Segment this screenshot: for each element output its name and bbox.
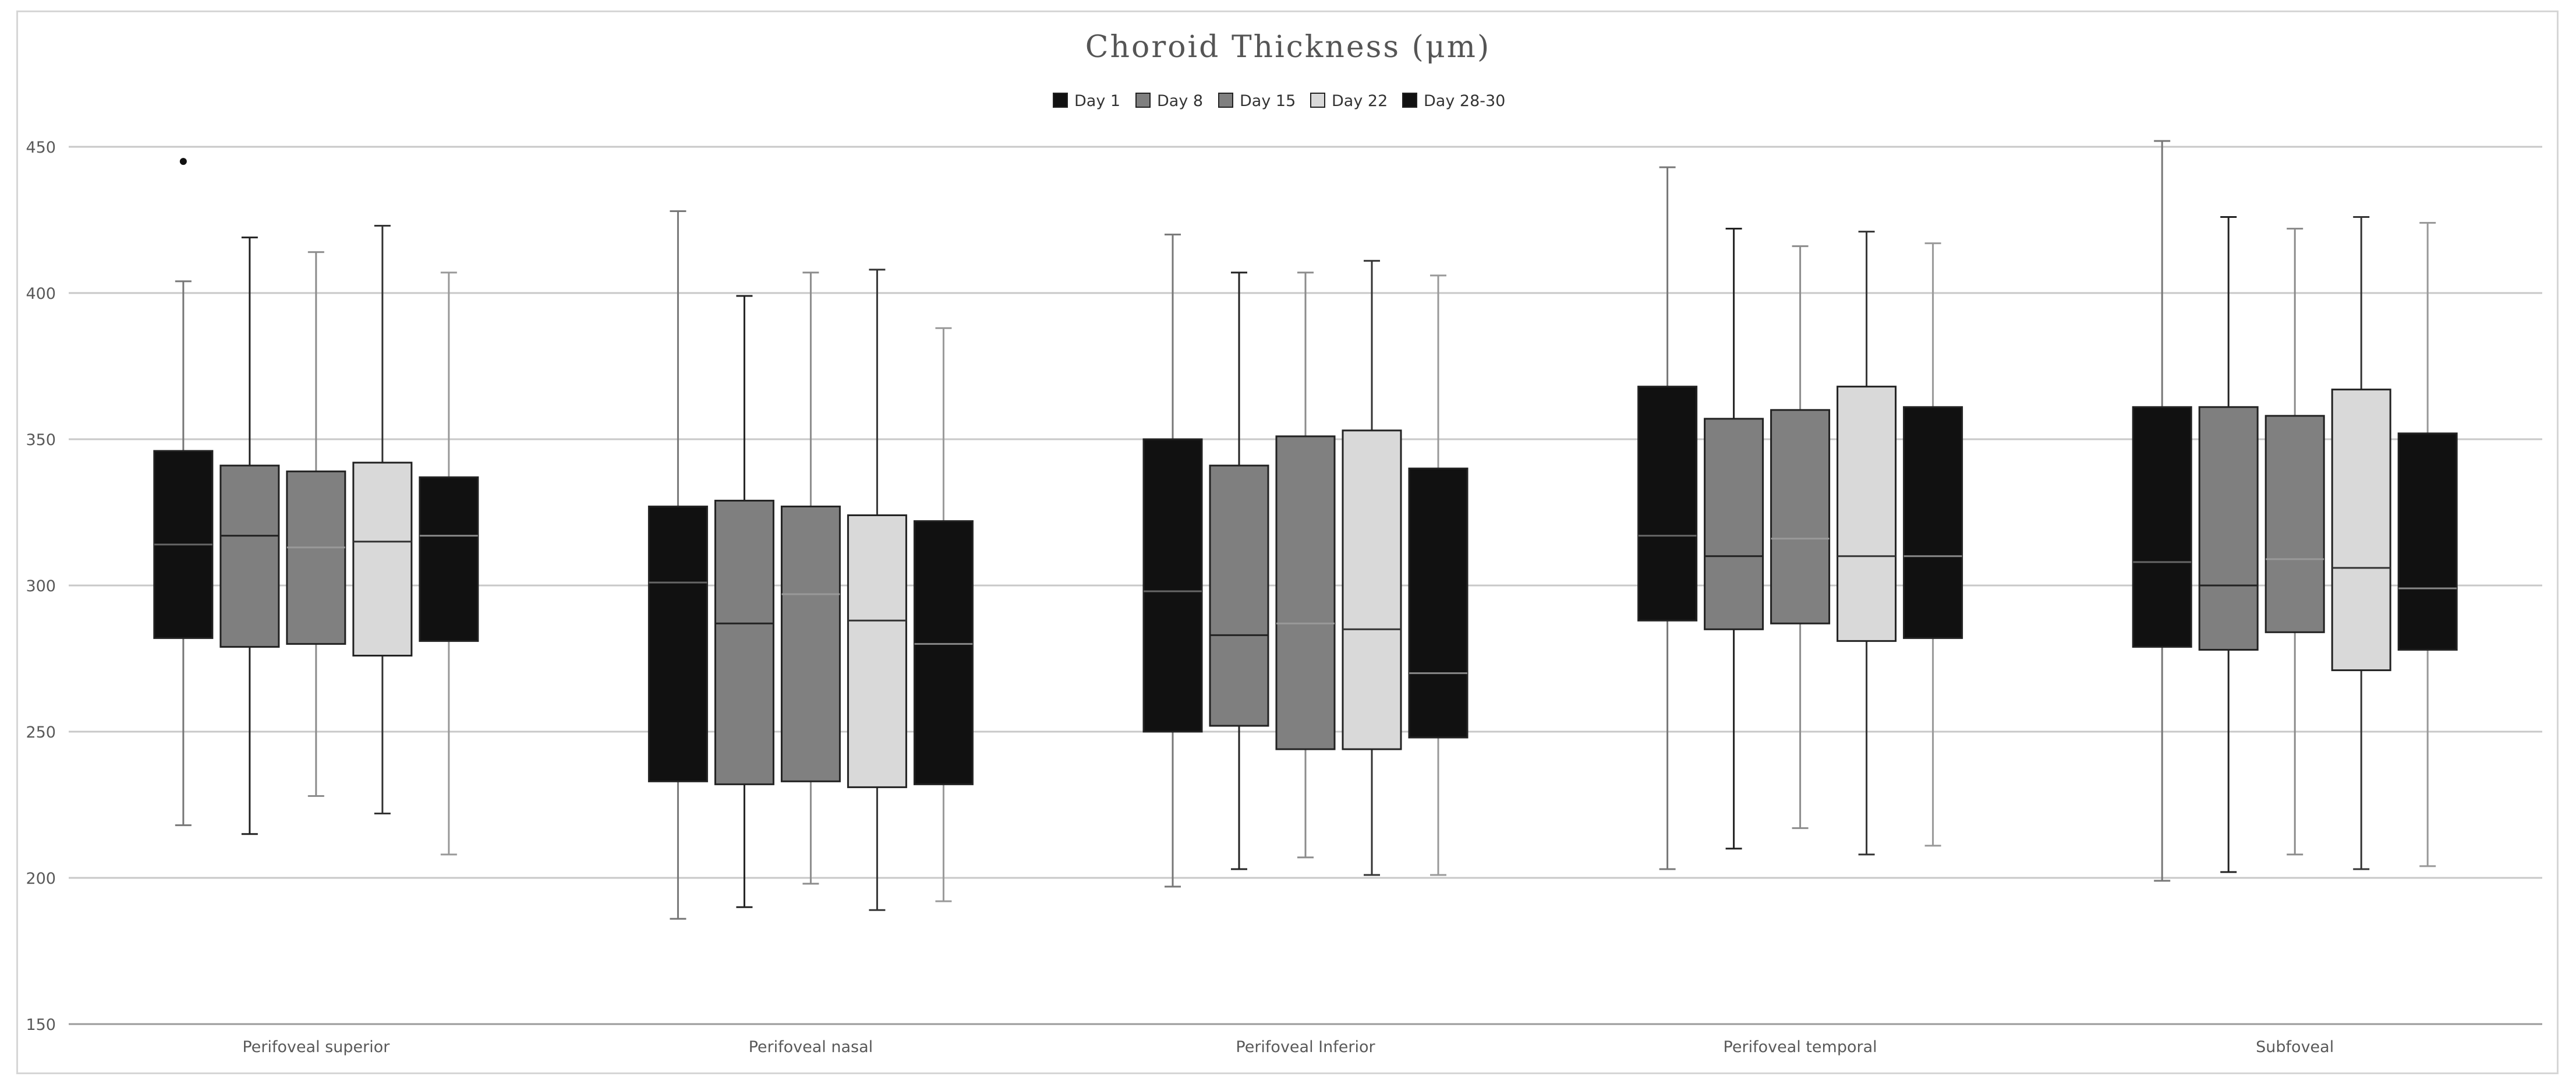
iqr-box xyxy=(1209,464,1269,727)
box-day-22-4 xyxy=(2331,216,2391,870)
x-tick-label: Perifoveal Inferior xyxy=(1236,1038,1375,1056)
box-day-15-2 xyxy=(1275,271,1336,859)
legend-label: Day 28-30 xyxy=(1424,92,1505,110)
y-tick-label-350: 350 xyxy=(26,431,56,449)
box-day-8-4 xyxy=(2198,216,2259,873)
x-tick-label: Subfoveal xyxy=(2256,1038,2334,1056)
iqr-box xyxy=(1837,386,1897,642)
box-day-28-30-1 xyxy=(913,327,974,902)
legend-label: Day 15 xyxy=(1240,92,1296,110)
box-day-22-1 xyxy=(847,269,907,911)
iqr-box xyxy=(780,505,841,782)
x-axis: Perifoveal superior Perifoveal nasal Perif… xyxy=(242,1038,2334,1056)
legend-item: Day 22 xyxy=(1310,92,1388,110)
iqr-box xyxy=(286,470,346,645)
box-day-22-3 xyxy=(1837,231,1897,856)
y-tick-label-300: 300 xyxy=(26,577,56,595)
legend-swatch xyxy=(1310,93,1325,108)
legend-item: Day 28-30 xyxy=(1402,92,1505,110)
outlier-point xyxy=(179,158,187,165)
x-tick-label: Perifoveal temporal xyxy=(1724,1038,1877,1056)
y-tick-label-200: 200 xyxy=(26,870,56,888)
box-day-8-2 xyxy=(1209,271,1269,870)
chart-title: Choroid Thickness (μm) xyxy=(1085,30,1491,65)
legend-swatch xyxy=(1402,93,1417,108)
iqr-box xyxy=(913,520,974,785)
iqr-box xyxy=(2331,389,2391,672)
box-day-1-3 xyxy=(1637,166,1698,870)
box-day-1-0 xyxy=(153,158,214,827)
box-day-8-0 xyxy=(220,237,280,835)
iqr-box xyxy=(2132,406,2192,648)
box-day-22-2 xyxy=(1342,260,1402,876)
box-day-28-30-4 xyxy=(2397,222,2458,867)
box-day-28-30-2 xyxy=(1408,274,1469,876)
iqr-box xyxy=(1142,438,1203,733)
y-tick-label-450: 450 xyxy=(26,139,56,157)
legend-label: Day 22 xyxy=(1332,92,1388,110)
box-day-8-3 xyxy=(1704,228,1764,850)
legend-item: Day 15 xyxy=(1218,92,1296,110)
iqr-box xyxy=(419,476,479,642)
box-day-22-0 xyxy=(352,225,413,815)
legend-item: Day 1 xyxy=(1053,92,1120,110)
iqr-box xyxy=(847,514,907,788)
legend-swatch xyxy=(1135,93,1151,108)
box-day-8-1 xyxy=(714,295,774,908)
iqr-box xyxy=(714,499,774,785)
iqr-box xyxy=(1275,435,1336,750)
y-tick-label-400: 400 xyxy=(26,285,56,303)
legend-item: Day 8 xyxy=(1135,92,1203,110)
legend-label: Day 1 xyxy=(1074,92,1120,110)
iqr-box xyxy=(1903,406,1963,639)
legend-swatch xyxy=(1218,93,1233,108)
legend-swatch xyxy=(1053,93,1068,108)
legend: Day 1 Day 8 Day 15 Day 22 Day 28-30 xyxy=(1053,92,1505,110)
iqr-box xyxy=(1342,429,1402,750)
box-day-28-30-0 xyxy=(419,271,479,856)
y-tick-label-250: 250 xyxy=(26,724,56,742)
iqr-box xyxy=(1704,418,1764,630)
iqr-box xyxy=(1637,386,1698,622)
box-day-15-4 xyxy=(2264,228,2325,856)
x-tick-label: Perifoveal nasal xyxy=(749,1038,873,1056)
iqr-box xyxy=(1770,409,1831,624)
iqr-box xyxy=(352,461,413,657)
legend-label: Day 8 xyxy=(1157,92,1203,110)
box-day-28-30-3 xyxy=(1903,242,1963,847)
iqr-box xyxy=(2198,406,2259,651)
box-day-15-3 xyxy=(1770,245,1831,830)
iqr-box xyxy=(1408,467,1469,739)
boxes xyxy=(153,140,2458,920)
box-day-1-2 xyxy=(1142,234,1203,888)
iqr-box xyxy=(647,505,708,782)
y-tick-label-150: 150 xyxy=(26,1016,56,1034)
iqr-box xyxy=(2264,415,2325,633)
box-day-15-0 xyxy=(286,251,346,797)
box-day-1-4 xyxy=(2132,140,2192,882)
iqr-box xyxy=(2397,432,2458,651)
box-day-15-1 xyxy=(780,271,841,885)
x-tick-label: Perifoveal superior xyxy=(242,1038,390,1056)
box-day-1-1 xyxy=(647,210,708,920)
y-axis: 150 200 250 300 350 400 450 xyxy=(26,139,56,1034)
iqr-box xyxy=(220,464,280,648)
